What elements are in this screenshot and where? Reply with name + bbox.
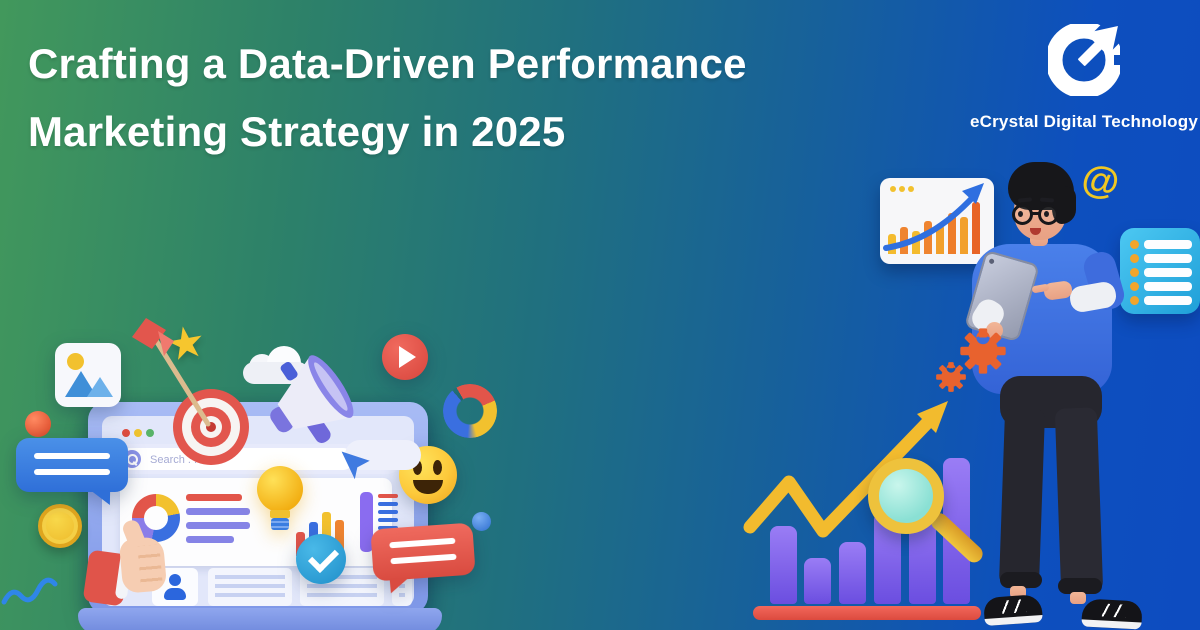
gear-icon-small xyxy=(936,362,966,392)
traffic-light-yellow xyxy=(134,429,142,437)
traffic-light-green xyxy=(146,429,154,437)
star-icon: ★ xyxy=(161,314,210,373)
target-icon xyxy=(173,389,249,465)
text-line xyxy=(186,522,250,529)
analytics-card xyxy=(120,466,398,566)
squiggle-line xyxy=(1,577,58,605)
check-badge-icon xyxy=(296,534,346,584)
coin-icon xyxy=(38,504,82,548)
sun-icon xyxy=(67,353,84,370)
chart-base-line xyxy=(753,606,981,620)
red-ball xyxy=(25,411,51,437)
check-icon xyxy=(307,541,340,574)
glasses-icon xyxy=(1012,204,1066,228)
title-line-1: Crafting a Data-Driven Performance xyxy=(28,40,747,87)
hand-left xyxy=(986,322,1003,339)
purple-bar xyxy=(804,558,831,604)
person-mouth xyxy=(1030,228,1041,235)
text-line xyxy=(186,494,242,501)
text-card xyxy=(208,568,292,606)
photo-icon xyxy=(55,343,121,407)
purple-bar xyxy=(839,542,866,604)
page-title: Crafting a Data-Driven Performance Marke… xyxy=(28,30,888,166)
speech-bubble-left xyxy=(16,438,128,505)
donut-chart xyxy=(132,494,180,542)
user-icon xyxy=(169,574,181,586)
checklist-card xyxy=(1120,228,1200,314)
shoe-left xyxy=(983,594,1043,626)
tall-purple-bar xyxy=(360,492,373,552)
play-icon xyxy=(382,334,428,380)
speech-bubble-right xyxy=(370,522,476,594)
text-line xyxy=(186,508,250,515)
at-symbol-icon: @ xyxy=(1079,157,1123,205)
donut-chart-icon xyxy=(443,384,497,438)
text-line xyxy=(186,536,234,543)
laptop-base xyxy=(78,608,442,630)
brand-logo-icon xyxy=(1045,21,1123,99)
title-line-2: Marketing Strategy in 2025 xyxy=(28,108,566,155)
purple-bar xyxy=(770,526,797,604)
brand-logo: eCrystal Digital Technology xyxy=(968,10,1200,132)
brand-name: eCrystal Digital Technology xyxy=(969,112,1199,131)
blue-ball xyxy=(472,512,491,531)
lightbulb-icon xyxy=(256,466,304,542)
growth-chart-card xyxy=(880,178,994,264)
shoe-right xyxy=(1081,598,1143,630)
magnifier-icon xyxy=(868,458,944,534)
traffic-light-red xyxy=(122,429,130,437)
